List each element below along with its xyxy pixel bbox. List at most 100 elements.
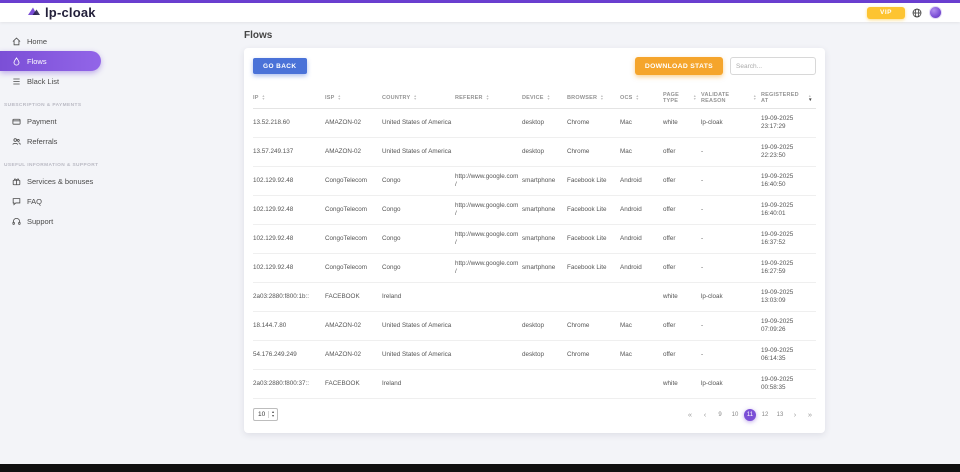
table-cell: 19-09-2025 23:17:29 [761,108,816,138]
sort-icon[interactable]: ▲ ▼ [337,93,342,101]
table-cell: 19-09-2025 00:58:35 [761,369,816,399]
column-header-isp[interactable]: ISP ▲ ▼ [325,88,382,109]
table-cell: - [701,195,761,225]
sort-icon[interactable]: ▲ ▼ [808,93,813,102]
sort-icon[interactable]: ▲ ▼ [693,93,697,101]
table-cell: Congo [382,253,455,283]
headset-icon [11,216,21,226]
sort-icon[interactable]: ▲ ▼ [753,93,757,101]
table-cell: 102.129.92.48 [253,166,325,196]
table-cell: CongoTelecom [325,195,382,225]
globe-icon[interactable] [912,8,922,18]
search-input[interactable] [730,57,816,75]
table-cell: 19-09-2025 22:23:50 [761,137,816,167]
table-cell: 19-09-2025 07:09:26 [761,311,816,341]
column-header-device[interactable]: DEVICE ▲ ▼ [522,88,567,109]
column-header-label: BROWSER [567,95,598,101]
table-cell: 19-09-2025 16:40:50 [761,166,816,196]
table-cell: FACEBOOK [325,369,382,399]
table-body: 13.52.218.60 AMAZON-02 United States of Am… [253,108,816,399]
sidebar-item-support[interactable]: Support [0,211,130,231]
column-header-ocs[interactable]: OCS ▲ ▼ [620,88,663,109]
table-cell: Android [620,224,663,254]
pagination-page-12[interactable]: 12 [759,409,771,421]
column-header-label: IP [253,95,259,101]
column-header-country[interactable]: COUNTRY ▲ ▼ [382,88,455,109]
table-cell: AMAZON-02 [325,137,382,167]
sort-icon[interactable]: ▲ ▼ [546,93,551,101]
column-header-registered-at[interactable]: REGISTERED AT ▲ ▼ [761,88,816,109]
table-cell: 18.144.7.80 [253,311,325,341]
table-cell: 102.129.92.48 [253,195,325,225]
table-cell: lp-cloak [701,369,761,399]
table-cell: http://www.google.com/ [455,195,522,225]
sidebar-item-referrals[interactable]: Referrals [0,131,130,151]
pagination-page-13[interactable]: 13 [774,409,786,421]
table-cell: - [701,166,761,196]
table-cell: 2a03:2880:f800:1b:: [253,282,325,312]
pagination-page-11[interactable]: 11 [744,408,756,421]
sidebar-item-black-list[interactable]: Black List [0,71,130,91]
table-cell: CongoTelecom [325,166,382,196]
table-cell: 13.52.218.60 [253,108,325,138]
table-cell [567,282,620,312]
table-cell: Android [620,195,663,225]
table-row: 102.129.92.48 CongoTelecom Congo http://www… [253,224,816,254]
sort-icon[interactable]: ▲ ▼ [635,93,640,101]
sidebar-item-payment[interactable]: Payment [0,111,130,131]
column-header-label: REGISTERED AT [761,92,799,104]
table-cell: desktop [522,340,567,370]
pagination-next[interactable]: › [789,409,801,421]
pagination-last[interactable]: » [804,409,816,421]
sort-icon[interactable]: ▲ ▼ [413,93,418,101]
table-cell: Mac [620,137,663,167]
table-footer: 10 ▲ ▼ «‹ 9 10 11 12 13 ›» [253,408,816,421]
avatar[interactable] [929,6,942,19]
sort-icon[interactable]: ▲ ▼ [485,93,490,101]
logo[interactable]: lp-cloak [26,4,96,22]
table-cell: lp-cloak [701,108,761,138]
sidebar-item-label: Services & bonuses [27,176,94,186]
column-header-label: COUNTRY [382,95,411,101]
page-title: Flows [244,30,273,41]
stepper-icon: ▲ ▼ [268,410,275,418]
column-header-ip[interactable]: IP ▲ ▼ [253,88,325,109]
table-cell: United States of America [382,340,455,370]
download-stats-button[interactable]: DOWNLOAD STATS [634,57,723,75]
column-header-label: VALIDATE REASON [701,92,730,104]
sidebar-item-label: FAQ [27,196,43,206]
pagination-page-9[interactable]: 9 [714,409,726,421]
table-cell: 19-09-2025 16:27:59 [761,253,816,283]
vip-button[interactable]: VIP [867,6,905,19]
table-cell: AMAZON-02 [325,108,382,138]
table-cell: - [701,253,761,283]
pagination-prev[interactable]: ‹ [699,409,711,421]
pagination-first[interactable]: « [684,409,696,421]
sidebar-item-label: Flows [27,56,47,66]
sidebar-item-home[interactable]: Home [0,31,130,51]
table-cell: white [663,108,701,138]
column-header-page-type[interactable]: PAGE TYPE ▲ ▼ [663,88,701,109]
sort-icon[interactable]: ▲ ▼ [600,93,604,101]
table-cell: Ireland [382,282,455,312]
column-header-referer[interactable]: REFERER ▲ ▼ [455,88,522,109]
flows-card: GO BACK DOWNLOAD STATS IP▲▼ISP▲▼COUNTRY▲… [244,48,825,433]
table-cell: AMAZON-02 [325,311,382,341]
column-header-browser[interactable]: BROWSER ▲ ▼ [567,88,620,109]
table-cell: offer [663,195,701,225]
sidebar-item-label: Support [27,216,54,226]
go-back-button[interactable]: GO BACK [253,58,307,74]
sidebar-item-services-bonuses[interactable]: Services & bonuses [0,171,130,191]
table-cell [522,369,567,399]
table-cell: 102.129.92.48 [253,224,325,254]
column-header-validate-reason[interactable]: VALIDATE REASON ▲ ▼ [701,88,761,109]
sidebar-item-faq[interactable]: FAQ [0,191,130,211]
sidebar-item-flows[interactable]: Flows [0,51,101,71]
pagination-page-10[interactable]: 10 [729,409,741,421]
table-cell: Chrome [567,311,620,341]
table-cell: Facebook Lite [567,195,620,225]
sort-icon[interactable]: ▲ ▼ [261,93,266,101]
page-size-value: 10 [258,411,266,418]
table-cell: smartphone [522,253,567,283]
page-size-select[interactable]: 10 ▲ ▼ [253,408,278,421]
